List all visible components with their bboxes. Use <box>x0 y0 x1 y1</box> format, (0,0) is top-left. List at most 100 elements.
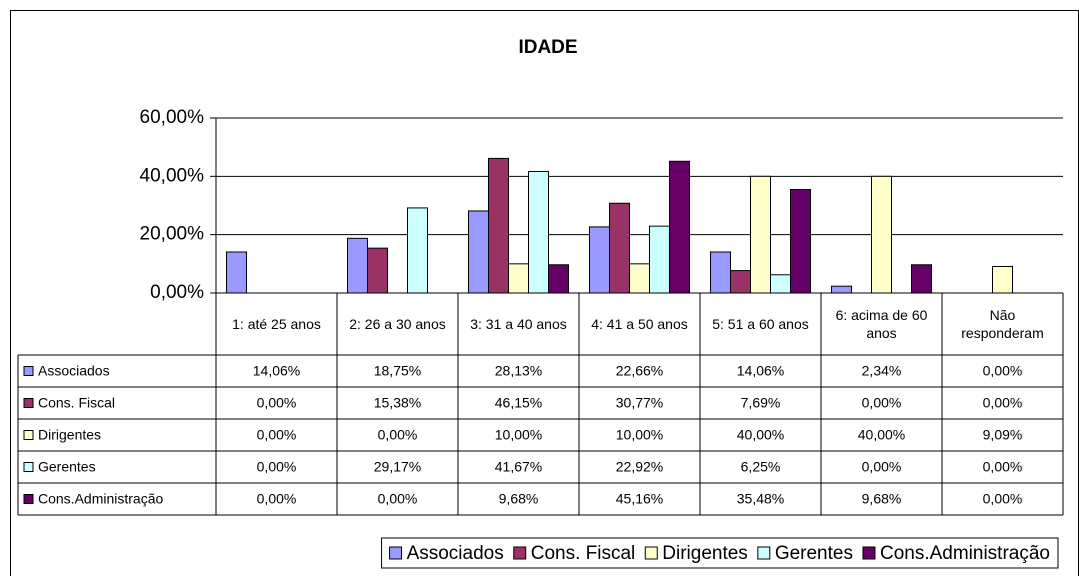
legend-label: Cons. Fiscal <box>531 543 636 564</box>
bar <box>710 251 731 294</box>
data-label: 10,00% <box>495 427 542 443</box>
bar <box>488 157 509 294</box>
data-label: 0,00% <box>378 491 418 507</box>
data-label: 22,92% <box>616 459 663 475</box>
bar <box>790 189 811 294</box>
legend-key <box>513 546 527 560</box>
data-label: 40,00% <box>737 427 784 443</box>
legend-label: Associados <box>407 543 504 564</box>
data-label: 7,69% <box>741 395 781 411</box>
data-label: 29,17% <box>374 459 421 475</box>
bar <box>367 247 388 294</box>
legend-label: Gerentes <box>775 543 853 564</box>
data-label: 41,67% <box>495 459 542 475</box>
bar <box>468 210 489 294</box>
data-label: 35,48% <box>737 491 784 507</box>
data-label: 14,06% <box>253 363 300 379</box>
row-label: Associados <box>38 363 110 379</box>
data-label: 2,34% <box>862 363 902 379</box>
bar <box>992 265 1013 294</box>
data-label: 10,00% <box>616 427 663 443</box>
bar <box>649 225 670 294</box>
legend-key <box>23 366 34 376</box>
row-label: Cons.Administração <box>38 491 163 507</box>
legend: Associados Cons. Fiscal Dirigentes Gerentes… <box>381 537 1059 569</box>
y-tick-label: 0,00% <box>150 282 204 303</box>
category-cell: 3: 31 a 40 anos <box>470 316 567 332</box>
data-label: 9,68% <box>862 491 902 507</box>
legend-key <box>757 546 771 560</box>
data-label: 28,13% <box>495 363 542 379</box>
bar <box>730 270 751 294</box>
x-tick-label: 4: 41 a 50 anos <box>591 316 688 332</box>
data-label: 45,16% <box>616 491 663 507</box>
legend-key <box>644 546 658 560</box>
legend-key <box>23 430 34 440</box>
bar <box>589 226 610 294</box>
bar <box>629 263 650 294</box>
legend-key <box>389 546 403 560</box>
bar <box>508 263 529 294</box>
category-cell: 4: 41 a 50 anos <box>591 316 688 332</box>
y-tick-label: 60,00% <box>140 107 205 128</box>
bar <box>669 160 690 294</box>
bar <box>911 264 932 294</box>
data-label: 14,06% <box>737 363 784 379</box>
category-cell: 2: 26 a 30 anos <box>349 316 446 332</box>
data-label: 9,09% <box>983 427 1023 443</box>
bar <box>871 175 892 294</box>
legend-key <box>862 546 876 560</box>
bar <box>407 207 428 294</box>
legend-box <box>381 537 1059 569</box>
data-label: 0,00% <box>983 459 1023 475</box>
data-label: 46,15% <box>495 395 542 411</box>
legend-key <box>23 494 34 504</box>
chart-border <box>10 10 1079 581</box>
data-label: 40,00% <box>858 427 905 443</box>
row-label: Gerentes <box>38 459 96 475</box>
category-cell: 1: até 25 anos <box>232 316 321 332</box>
x-tick-label: 5: 51 a 60 anos <box>712 316 809 332</box>
data-label: 6,25% <box>741 459 781 475</box>
row-label: Dirigentes <box>38 427 101 443</box>
data-label: 0,00% <box>862 459 902 475</box>
data-label: 0,00% <box>862 395 902 411</box>
data-label: 0,00% <box>257 427 297 443</box>
data-label: 0,00% <box>257 459 297 475</box>
bar <box>528 170 549 294</box>
bar <box>770 274 791 294</box>
bar <box>750 175 771 294</box>
bar <box>831 285 852 294</box>
data-label: 15,38% <box>374 395 421 411</box>
data-label: 0,00% <box>983 363 1023 379</box>
y-tick-label: 40,00% <box>140 165 205 186</box>
bar <box>548 264 569 294</box>
legend-key <box>23 462 34 472</box>
legend-key <box>23 398 34 408</box>
bar <box>347 237 368 294</box>
data-label: 0,00% <box>378 427 418 443</box>
data-label: 18,75% <box>374 363 421 379</box>
data-label: 22,66% <box>616 363 663 379</box>
x-tick-label: Não responderam <box>961 307 1044 341</box>
chart-title: IDADE <box>518 37 577 58</box>
category-cell: 5: 51 a 60 anos <box>712 316 809 332</box>
category-cell: 6: acima de 60 anos <box>835 307 928 341</box>
data-label: 9,68% <box>499 491 539 507</box>
x-tick-label: 1: até 25 anos <box>232 316 321 332</box>
y-tick-label: 20,00% <box>140 224 205 245</box>
category-cell: Não responderam <box>961 307 1044 341</box>
row-label: Cons. Fiscal <box>38 395 115 411</box>
data-label: 30,77% <box>616 395 663 411</box>
bar <box>609 202 630 294</box>
legend-label: Dirigentes <box>662 543 748 564</box>
x-tick-label: 2: 26 a 30 anos <box>349 316 446 332</box>
data-label: 0,00% <box>257 491 297 507</box>
data-label: 0,00% <box>983 395 1023 411</box>
data-label: 0,00% <box>983 491 1023 507</box>
legend-label: Cons.Administração <box>880 543 1050 564</box>
x-tick-label: 6: acima de 60 anos <box>835 307 928 341</box>
x-tick-label: 3: 31 a 40 anos <box>470 316 567 332</box>
data-label: 0,00% <box>257 395 297 411</box>
